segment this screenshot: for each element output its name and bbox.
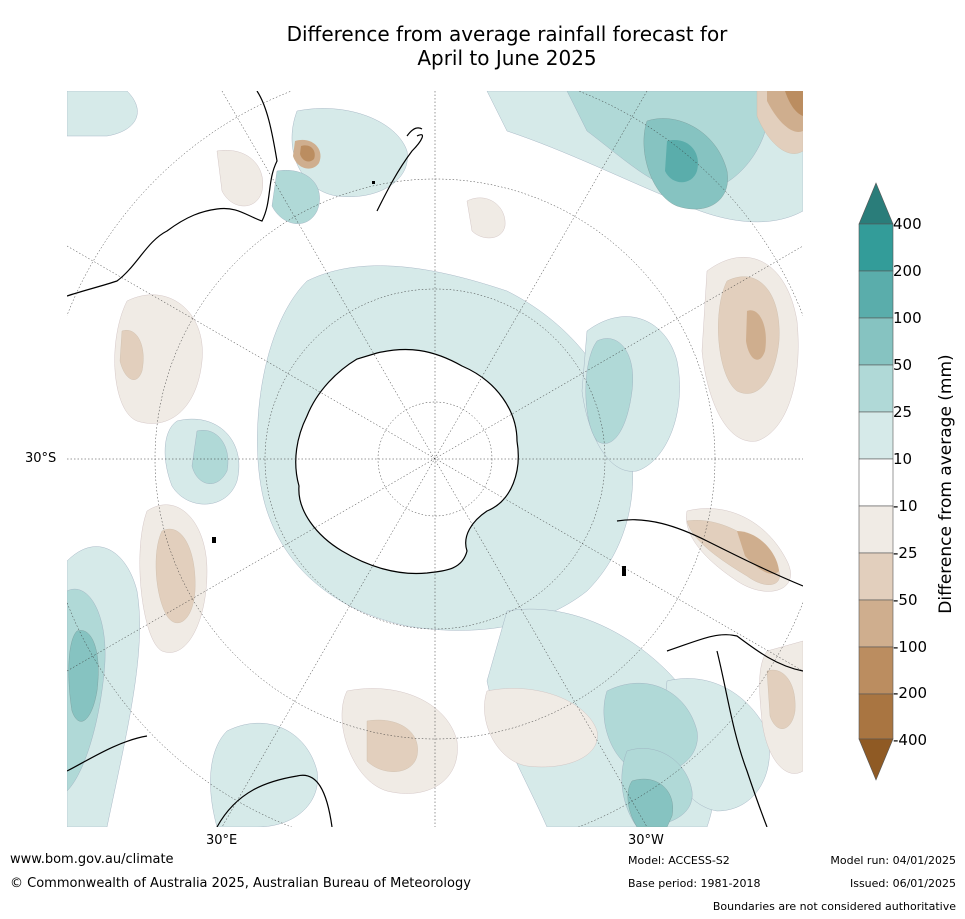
rainfall-map bbox=[67, 91, 803, 827]
colorbar-band-above-400 bbox=[858, 182, 894, 225]
colorbar-title: Difference from average (mm) bbox=[936, 354, 956, 614]
footer-base-period: Base period: 1981-2018 bbox=[628, 877, 761, 890]
map-title-line1: Difference from average rainfall forecas… bbox=[286, 22, 728, 46]
colorbar-band-25-50 bbox=[858, 364, 894, 413]
australia-outline bbox=[67, 91, 278, 297]
colorbar-band-200-400 bbox=[858, 223, 894, 272]
colorbar-band-m10-m25 bbox=[858, 505, 894, 554]
colorbar-band-m200-m400 bbox=[858, 693, 894, 740]
rainfall-map-svg bbox=[67, 91, 803, 827]
colorbar-tick: 400 bbox=[893, 215, 922, 233]
colorbar-band-neutral bbox=[858, 458, 894, 507]
anomaly-100-200-regions bbox=[665, 140, 698, 183]
colorbar-tick: -200 bbox=[893, 684, 928, 702]
footer-model: Model: ACCESS-S2 bbox=[628, 854, 730, 867]
colorbar-tick: -10 bbox=[893, 497, 918, 515]
anomaly-m100-m200-regions bbox=[300, 91, 803, 162]
footer-copyright: © Commonwealth of Australia 2025, Austra… bbox=[10, 876, 471, 891]
colorbar-band-10-25 bbox=[858, 411, 894, 460]
footer-issued: Issued: 06/01/2025 bbox=[849, 877, 956, 890]
lat-label-30s: 30°S bbox=[25, 451, 57, 466]
colorbar-band-50-100 bbox=[858, 317, 894, 366]
colorbar-band-m100-m200 bbox=[858, 646, 894, 695]
antarctica-outline bbox=[295, 348, 519, 575]
graticule bbox=[67, 91, 803, 827]
footer-model-run: Model run: 04/01/2025 bbox=[830, 854, 956, 867]
colorbar-tick: -400 bbox=[893, 731, 928, 749]
colorbar-band-below-m400 bbox=[858, 738, 894, 781]
colorbar-tick: 100 bbox=[893, 309, 922, 327]
islands bbox=[212, 181, 626, 576]
africa-outline bbox=[67, 735, 333, 827]
anomaly-m25-m50-regions bbox=[119, 91, 803, 772]
colorbar-tick: 50 bbox=[893, 356, 913, 374]
south-america-outline bbox=[616, 519, 803, 827]
colorbar-band-100-200 bbox=[858, 270, 894, 319]
map-title: Difference from average rainfall forecas… bbox=[0, 22, 965, 70]
new-zealand-outline bbox=[376, 127, 424, 212]
colorbar-tick: -50 bbox=[893, 591, 918, 609]
colorbar-tick: -25 bbox=[893, 544, 918, 562]
colorbar bbox=[858, 182, 894, 781]
colorbar-tick: 10 bbox=[893, 450, 913, 468]
footer-url[interactable]: www.bom.gov.au/climate bbox=[10, 852, 174, 867]
footer-disclaimer: Boundaries are not considered authoritat… bbox=[712, 900, 956, 913]
colorbar-band-m25-m50 bbox=[858, 552, 894, 601]
lon-label-30e: 30°E bbox=[206, 833, 238, 848]
map-title-line2: April to June 2025 bbox=[417, 46, 597, 70]
colorbar-tick: 25 bbox=[893, 403, 913, 421]
lon-label-30w: 30°W bbox=[628, 833, 664, 848]
colorbar-tick: 200 bbox=[893, 262, 922, 280]
colorbar-tick: -100 bbox=[893, 638, 928, 656]
colorbar-band-m50-m100 bbox=[858, 599, 894, 648]
